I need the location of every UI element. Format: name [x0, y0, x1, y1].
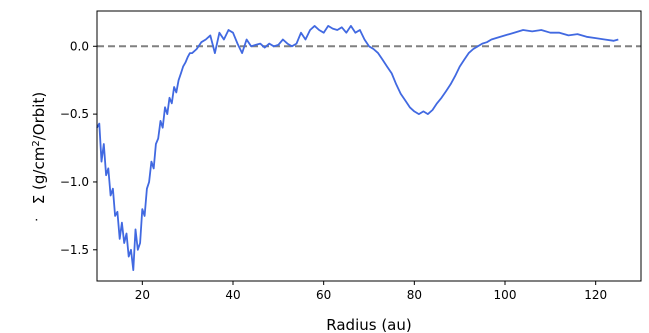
plot-frame — [96, 10, 642, 282]
x-tick-label: 20 — [135, 288, 150, 302]
y-tick-label: 0.0 — [70, 39, 89, 53]
y-axis-label-sup: 2 — [31, 140, 42, 146]
y-tick-label: −1.0 — [60, 175, 89, 189]
y-axis-ticks: 0.0 −0.5 −1.0 −1.5 — [60, 39, 97, 257]
y-axis-label-prefix: Σ (g/cm — [30, 147, 48, 205]
y-axis-label-suffix: /Orbit) — [30, 92, 48, 140]
y-tick-label: −0.5 — [60, 107, 89, 121]
x-tick-label: 40 — [225, 288, 240, 302]
x-tick-label: 60 — [316, 288, 331, 302]
y-axis-label: Σ (g/cm2/Orbit) — [30, 92, 48, 204]
plot-area — [96, 10, 642, 282]
x-axis-ticks: 20 40 60 80 100 120 — [135, 281, 607, 302]
x-tick-label: 80 — [407, 288, 422, 302]
y-axis-label-dot: ˙ — [33, 218, 40, 234]
series-line-0 — [96, 24, 619, 272]
x-tick-label: 100 — [494, 288, 517, 302]
x-tick-label: 120 — [584, 288, 607, 302]
x-axis-label: Radius (au) — [326, 316, 411, 333]
y-tick-label: −1.5 — [60, 243, 89, 257]
